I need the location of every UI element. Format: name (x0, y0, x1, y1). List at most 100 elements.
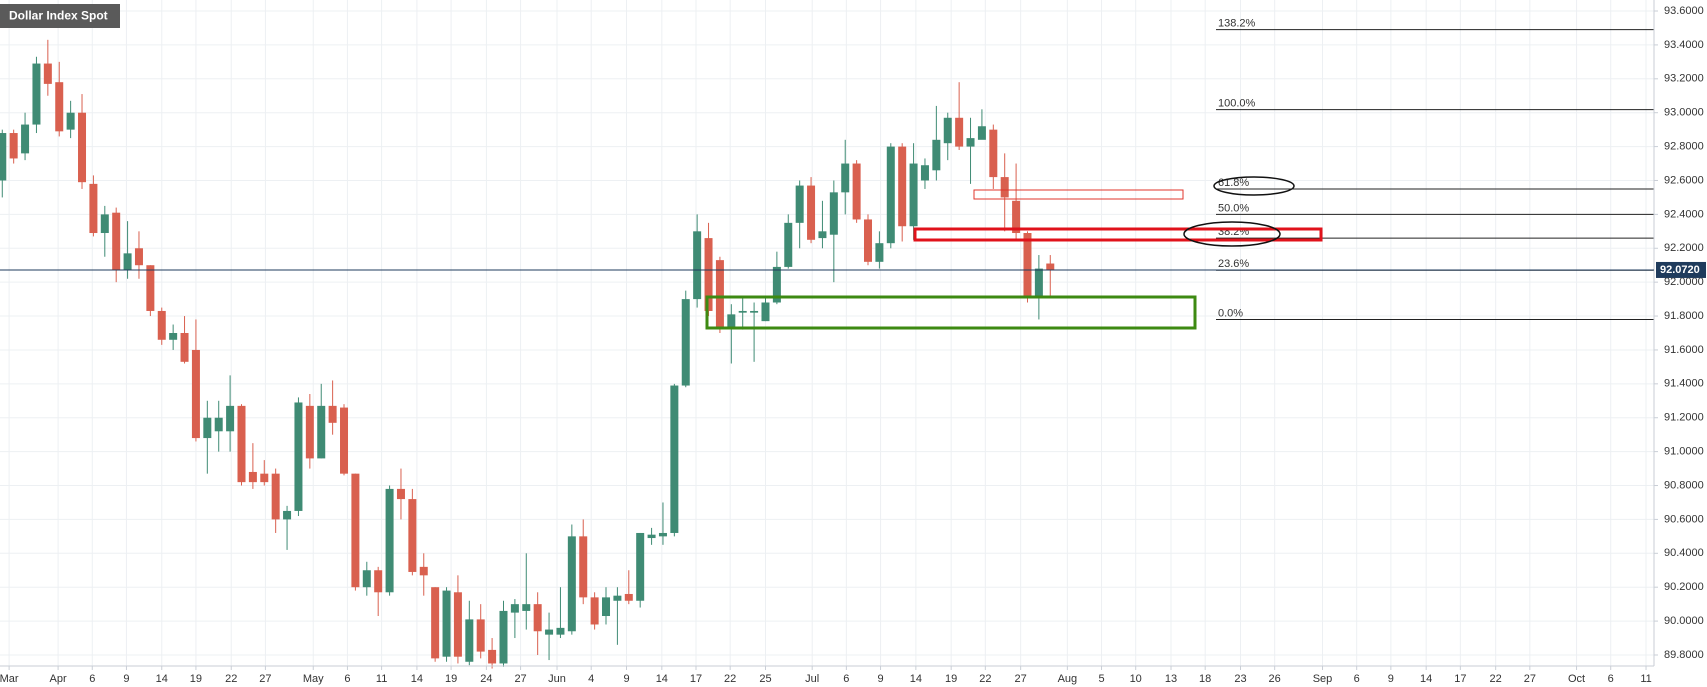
x-tick-label: 4 (588, 673, 594, 685)
candle-body (237, 405, 246, 483)
candle-body (1012, 200, 1021, 234)
y-tick-label: 93.2000 (1664, 73, 1704, 85)
candle-body (317, 405, 326, 459)
candle-body (203, 417, 212, 439)
y-tick-label: 91.6000 (1664, 344, 1704, 356)
x-tick-label: 25 (759, 673, 771, 685)
x-tick-label: 9 (623, 673, 629, 685)
candle-body (795, 185, 804, 223)
candle-body (761, 302, 770, 322)
x-tick-label: 6 (344, 673, 350, 685)
candle-body (419, 566, 428, 576)
candle-body (476, 619, 485, 652)
x-tick-label: 14 (156, 673, 168, 685)
candle-body (715, 260, 724, 328)
candle-body (146, 265, 155, 311)
fib-label: 50.0% (1218, 202, 1249, 214)
candle-body (453, 592, 462, 657)
x-tick-label: 23 (1234, 673, 1246, 685)
grid (0, 0, 1654, 666)
candle-body (294, 402, 303, 511)
x-tick-label: Apr (50, 673, 67, 685)
candle-body (533, 604, 542, 632)
candle-body (78, 112, 87, 183)
candle-body (624, 593, 633, 601)
candle-body (647, 534, 656, 539)
highlight-ellipse (1183, 221, 1281, 247)
y-tick-label: 91.0000 (1664, 446, 1704, 458)
x-tick-label: Oct (1568, 673, 1585, 685)
candle-body (772, 266, 781, 303)
x-tick-label: 14 (910, 673, 922, 685)
x-tick-label: 22 (724, 673, 736, 685)
candle-body (579, 536, 588, 598)
candle-body (636, 532, 645, 601)
candle-body (567, 536, 576, 632)
x-tick-label: 10 (1130, 673, 1142, 685)
candle-body (9, 133, 18, 159)
x-tick-label: Jun (548, 673, 566, 685)
x-tick-label: 11 (376, 673, 387, 685)
chart-title: Dollar Index Spot (9, 9, 108, 23)
resistance-box (913, 227, 1323, 242)
y-tick-label: 91.4000 (1664, 378, 1704, 390)
x-tick-label: 22 (979, 673, 991, 685)
candle-body (157, 310, 166, 340)
candle-body (590, 597, 599, 625)
last-price-tag (1656, 261, 1706, 278)
candle-body (807, 185, 816, 240)
candle-body (693, 231, 702, 300)
y-tick-label: 90.6000 (1664, 513, 1704, 525)
x-tick-label: 9 (877, 673, 883, 685)
x-tick-label: 6 (89, 673, 95, 685)
x-tick-label: 14 (411, 673, 423, 685)
candle-body (374, 570, 383, 593)
candle-body (989, 129, 998, 178)
candle-body (55, 82, 64, 132)
x-tick-label: 27 (1015, 673, 1027, 685)
x-tick-label: 6 (1608, 673, 1614, 685)
x-tick-label: 13 (1165, 673, 1177, 685)
x-tick-label: 6 (1354, 673, 1360, 685)
x-tick-label: 9 (123, 673, 129, 685)
y-tick-label: 92.8000 (1664, 140, 1704, 152)
candle-body (271, 473, 280, 520)
candle-body (943, 117, 952, 144)
candle-body (750, 310, 759, 313)
x-tick-label: 14 (1420, 673, 1432, 685)
candle-body (1023, 233, 1032, 298)
candle-body (100, 214, 109, 234)
candle-body (522, 604, 531, 611)
x-tick-label: Jul (805, 673, 819, 685)
resistance-box (973, 189, 1184, 200)
support-box (705, 295, 1197, 330)
x-tick-label: Mar (0, 673, 19, 685)
candle-body (214, 417, 223, 432)
candle-body (886, 146, 895, 244)
candle-body (66, 112, 75, 130)
candle-body (545, 629, 554, 635)
x-tick-label: Sep (1313, 673, 1333, 685)
x-tick-label: 22 (1490, 673, 1502, 685)
candle-body (180, 333, 189, 362)
y-tick-label: 92.2000 (1664, 242, 1704, 254)
candle-body (1000, 177, 1009, 198)
candle-body (362, 570, 371, 588)
y-tick-label: 91.2000 (1664, 412, 1704, 424)
candle-body (898, 146, 907, 227)
candle-body (909, 163, 918, 227)
fib-label: 0.0% (1218, 307, 1243, 319)
candle-body (681, 299, 690, 386)
candle-body (169, 333, 178, 340)
candle-body (955, 117, 964, 147)
candle-body (727, 314, 736, 328)
candle-body (670, 385, 679, 533)
candle-body (852, 163, 861, 220)
candle-body (32, 63, 41, 125)
x-tick-label: 6 (843, 673, 849, 685)
candle-body (499, 610, 508, 664)
candle-body (658, 532, 667, 537)
y-tick-label: 90.0000 (1664, 615, 1704, 627)
